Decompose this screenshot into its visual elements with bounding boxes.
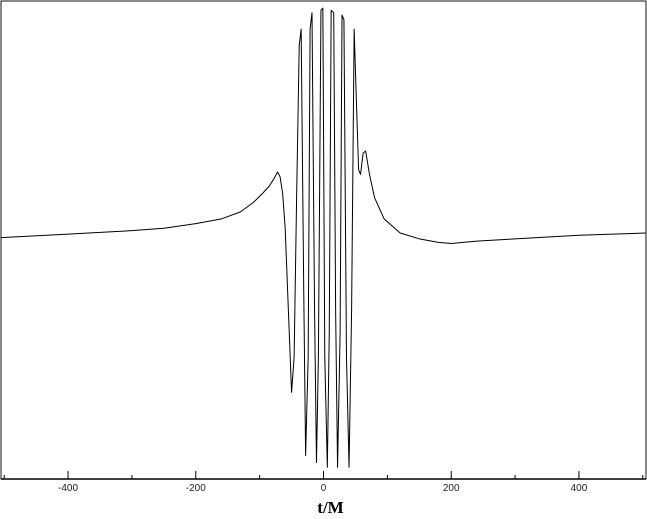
series-layer [0,7,647,468]
x-tick-label: 400 [571,483,588,494]
x-tick-label: -200 [186,483,206,494]
x-tick-label: 0 [321,483,327,494]
series-line-0 [0,7,647,468]
x-axis: -400 -200 0 200 400 [3,471,644,494]
x-tick-label: -400 [58,483,78,494]
x-tick-label: 200 [443,483,460,494]
x-axis-title: t/M [317,498,343,517]
